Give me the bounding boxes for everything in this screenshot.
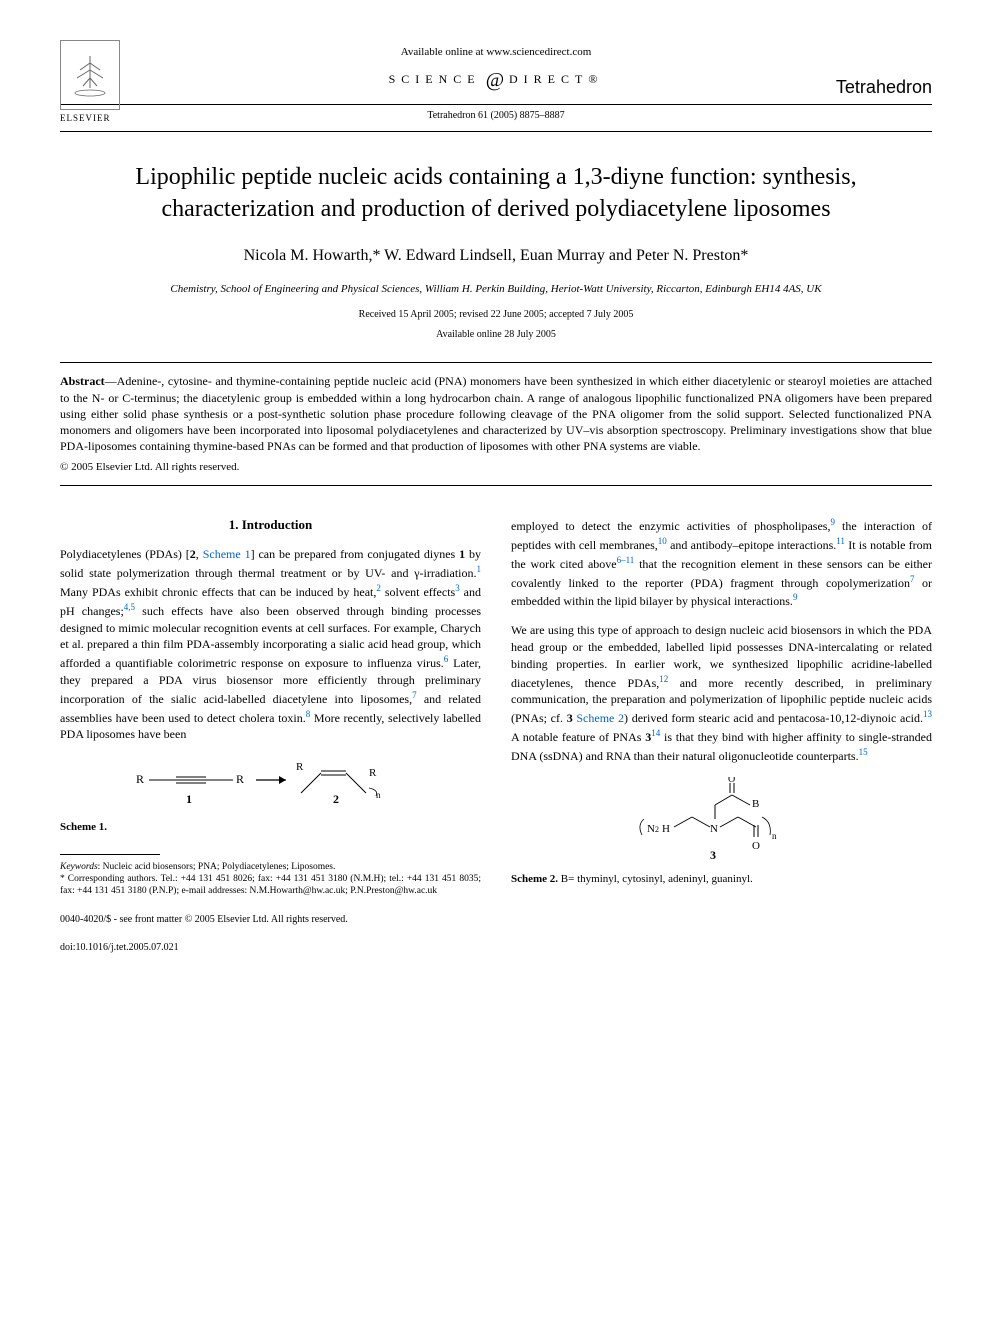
available-online-text: Available online at www.sciencedirect.co… — [60, 45, 932, 60]
sd-left: SCIENCE — [389, 72, 481, 86]
scheme-1-link[interactable]: Scheme 1 — [203, 547, 251, 561]
svg-text:B: B — [752, 798, 759, 810]
svg-text:N: N — [710, 823, 718, 835]
sd-right: DIRECT® — [509, 72, 603, 86]
header: ELSEVIER Available online at www.science… — [60, 40, 932, 132]
svg-text:O: O — [752, 840, 760, 852]
elsevier-label: ELSEVIER — [60, 112, 111, 125]
svg-text:3: 3 — [710, 848, 716, 862]
svg-text:H: H — [662, 823, 670, 835]
footnote-separator — [60, 854, 160, 855]
scheme-2-figure: H 2 N N O O B n 3 — [511, 777, 932, 862]
intro-paragraph-1-cont: employed to detect the enzymic activitie… — [511, 516, 932, 610]
abstract-label: Abstract — [60, 374, 105, 388]
scheme-2-link[interactable]: Scheme 2 — [576, 711, 624, 725]
scheme-1-caption: Scheme 1. — [60, 820, 481, 835]
journal-reference: Tetrahedron 61 (2005) 8875–8887 — [60, 109, 932, 123]
ref-11[interactable]: 11 — [836, 536, 845, 546]
sd-at-icon: @ — [481, 69, 509, 91]
science-direct-logo: SCIENCE @ DIRECT® — [60, 66, 932, 94]
journal-name: Tetrahedron — [836, 75, 932, 100]
online-date: Available online 28 July 2005 — [60, 328, 932, 342]
svg-text:2: 2 — [655, 825, 659, 834]
ref-13[interactable]: 13 — [923, 709, 932, 719]
svg-text:R: R — [369, 767, 377, 779]
svg-text:2: 2 — [333, 792, 339, 806]
doi: doi:10.1016/j.tet.2005.07.021 — [60, 941, 932, 955]
submission-dates: Received 15 April 2005; revised 22 June … — [60, 308, 932, 322]
footnote-keywords: Keywords: Nucleic acid biosensors; PNA; … — [60, 861, 481, 873]
header-rule-top — [60, 104, 932, 105]
ref-4-5[interactable]: 4,5 — [124, 602, 135, 612]
section-1-heading: 1. Introduction — [60, 516, 481, 534]
svg-text:n: n — [772, 831, 777, 841]
ref-9b[interactable]: 9 — [793, 592, 798, 602]
ref-6-11[interactable]: 6–11 — [617, 555, 635, 565]
right-column: employed to detect the enzymic activitie… — [511, 516, 932, 899]
ref-1[interactable]: 1 — [477, 564, 482, 574]
affiliation: Chemistry, School of Engineering and Phy… — [60, 282, 932, 296]
svg-text:1: 1 — [186, 792, 192, 806]
elsevier-tree-logo — [60, 40, 120, 110]
header-center: Available online at www.sciencedirect.co… — [60, 40, 932, 123]
abstract: Abstract—Adenine-, cytosine- and thymine… — [60, 362, 932, 486]
front-matter: 0040-4020/$ - see front matter © 2005 El… — [60, 913, 932, 927]
body-columns: 1. Introduction Polydiacetylenes (PDAs) … — [60, 516, 932, 899]
ref-12[interactable]: 12 — [659, 674, 668, 684]
left-column: 1. Introduction Polydiacetylenes (PDAs) … — [60, 516, 481, 899]
svg-text:R: R — [236, 772, 244, 786]
svg-text:R: R — [136, 772, 144, 786]
svg-text:R: R — [296, 761, 304, 773]
abstract-text: —Adenine-, cytosine- and thymine-contain… — [60, 374, 932, 453]
header-rule-bottom — [60, 131, 932, 132]
copyright: © 2005 Elsevier Ltd. All rights reserved… — [60, 460, 932, 475]
ref-15[interactable]: 15 — [859, 747, 868, 757]
svg-text:N: N — [647, 823, 655, 835]
article-title: Lipophilic peptide nucleic acids contain… — [60, 162, 932, 224]
intro-paragraph-1: Polydiacetylenes (PDAs) [2, Scheme 1] ca… — [60, 546, 481, 743]
scheme-1-figure: R R R R n 1 2 — [60, 755, 481, 810]
ref-10[interactable]: 10 — [658, 536, 667, 546]
scheme-2-caption: Scheme 2. B= thyminyl, cytosinyl, adenin… — [511, 872, 932, 887]
intro-paragraph-2: We are using this type of approach to de… — [511, 622, 932, 764]
svg-text:O: O — [728, 777, 735, 785]
ref-14[interactable]: 14 — [651, 728, 660, 738]
footnote-corresponding: * Corresponding authors. Tel.: +44 131 4… — [60, 873, 481, 898]
authors: Nicola M. Howarth,* W. Edward Lindsell, … — [60, 245, 932, 267]
